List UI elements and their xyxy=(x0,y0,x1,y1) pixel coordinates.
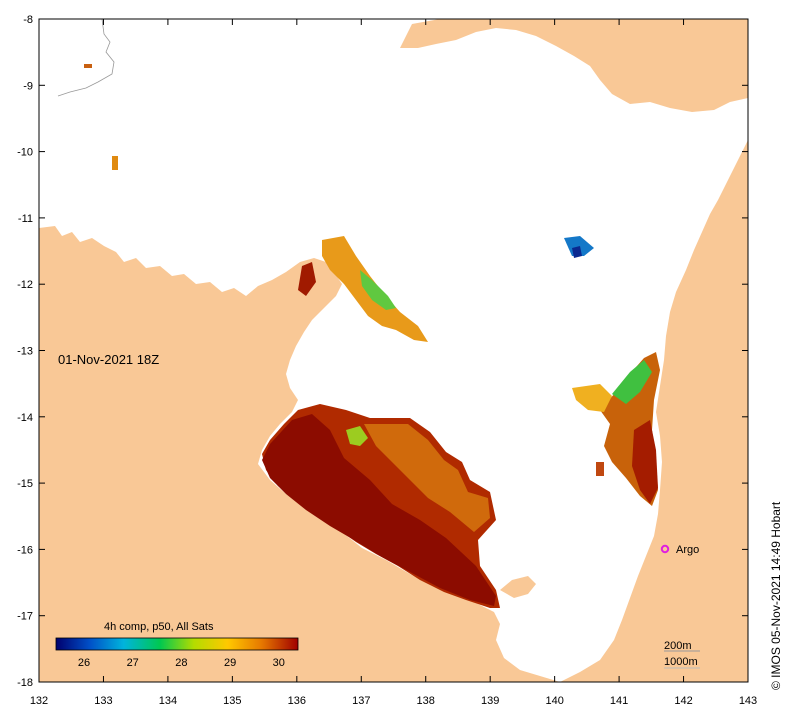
y-tick-label: -9 xyxy=(23,80,33,92)
legend-title: 4h comp, p50, All Sats xyxy=(104,621,214,633)
legend-tick-label: 27 xyxy=(127,657,139,669)
y-tick-label: -8 xyxy=(23,14,33,26)
sst-east-yellow xyxy=(572,384,612,412)
sst-field xyxy=(84,64,660,608)
y-tick-label: -11 xyxy=(18,213,33,225)
x-tick-label: 143 xyxy=(739,695,757,707)
contour-200m-label: 200m xyxy=(664,640,692,652)
y-tick-label: -10 xyxy=(17,147,33,159)
sst-east-coast-green xyxy=(612,360,652,404)
sst-offshore-blue xyxy=(564,236,594,256)
x-tick-label: 136 xyxy=(288,695,306,707)
credit-label: © IMOS 05-Nov-2021 14:49 Hobart xyxy=(769,501,783,690)
y-tick-label: -14 xyxy=(17,412,33,424)
x-tick-label: 137 xyxy=(352,695,370,707)
x-tick-label: 138 xyxy=(417,695,435,707)
y-axis-ticks: -8 -9 -10 -11 -12 -13 -14 -15 -16 -17 -18 xyxy=(17,14,748,689)
land-new-guinea xyxy=(400,19,748,112)
date-label: 01-Nov-2021 18Z xyxy=(58,352,159,367)
x-tick-label: 142 xyxy=(674,695,692,707)
sst-gulf-hot-core xyxy=(262,414,496,606)
y-tick-label: -16 xyxy=(17,544,33,556)
argo-label: Argo xyxy=(676,544,699,556)
x-tick-label: 134 xyxy=(159,695,177,707)
y-tick-label: -12 xyxy=(17,279,33,291)
sst-speck-east xyxy=(596,462,604,476)
y-tick-label: -18 xyxy=(17,677,33,689)
coast-outline-northwest xyxy=(57,19,115,97)
legend-tick-label: 26 xyxy=(78,657,90,669)
x-tick-label: 132 xyxy=(30,695,48,707)
legend-tick-label: 30 xyxy=(273,657,285,669)
legend-ticks: 26 27 28 29 30 xyxy=(78,657,285,669)
x-tick-label: 141 xyxy=(610,695,628,707)
sst-speck-northwest xyxy=(84,64,92,68)
sst-offshore-blue-dark xyxy=(572,246,582,258)
sst-gulf-green xyxy=(346,426,368,446)
sst-north-green xyxy=(360,270,396,310)
x-axis-ticks: 132 133 134 135 136 137 138 139 140 141 142 143 xyxy=(30,19,757,707)
sst-east-coast-hot xyxy=(632,420,658,504)
contour-1000m-label: 1000m xyxy=(664,656,698,668)
legend-tick-label: 28 xyxy=(175,657,187,669)
y-tick-label: -17 xyxy=(17,611,33,623)
y-tick-label: -13 xyxy=(17,346,33,358)
x-tick-label: 135 xyxy=(223,695,241,707)
x-tick-label: 140 xyxy=(545,695,563,707)
sst-north-hot xyxy=(298,262,316,296)
legend-tick-label: 29 xyxy=(224,657,236,669)
argo-float-marker xyxy=(660,544,670,554)
land-mornington-island xyxy=(500,576,536,598)
y-tick-label: -15 xyxy=(17,478,33,490)
legend-colorbar xyxy=(55,637,299,651)
sst-gulf-orange xyxy=(364,424,490,532)
x-tick-label: 133 xyxy=(94,695,112,707)
sst-speck-west xyxy=(112,156,118,170)
land-cape-york xyxy=(560,140,748,682)
land-arnhem-land xyxy=(39,226,560,682)
x-tick-label: 139 xyxy=(481,695,499,707)
